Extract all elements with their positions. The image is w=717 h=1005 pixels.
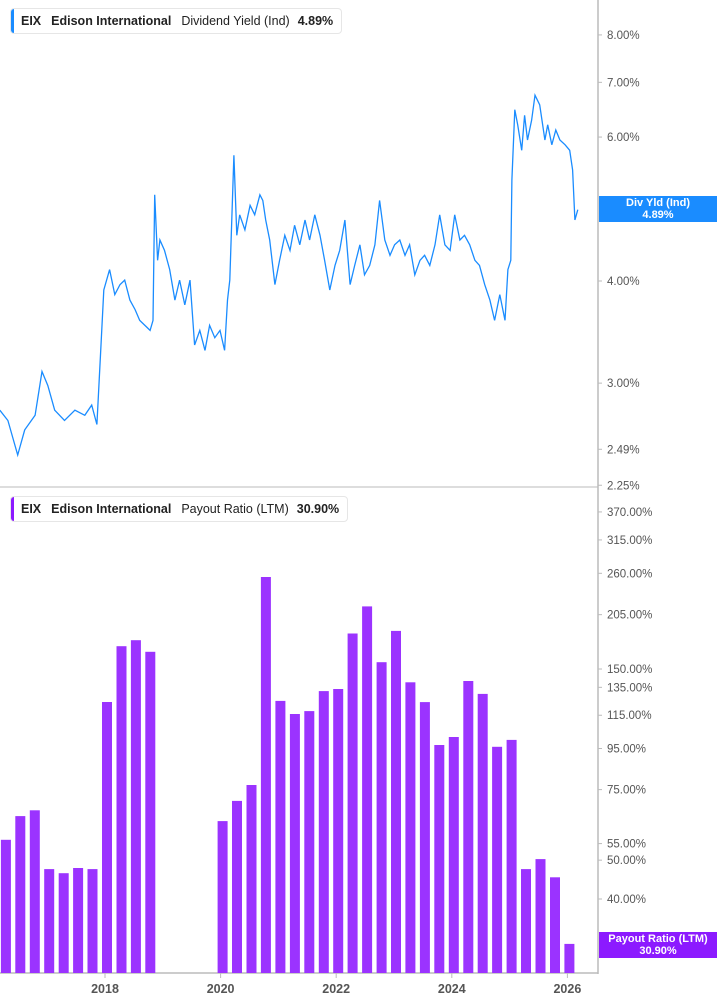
y-tick-label: 40.00% xyxy=(607,894,646,906)
x-tick-label: 2026 xyxy=(553,982,581,996)
payout-bar xyxy=(448,737,459,973)
y-tick-label: 115.00% xyxy=(607,710,652,722)
legend-color-marker xyxy=(11,497,14,521)
payout-bar xyxy=(232,800,242,973)
payout-bar xyxy=(318,691,329,973)
top-legend: EIX Edison International Dividend Yield … xyxy=(10,8,343,34)
payout-value-tag: Payout Ratio (LTM) 30.90% xyxy=(599,932,717,958)
dividend-yield-line xyxy=(0,92,579,458)
payout-tag-label: Payout Ratio (LTM) xyxy=(608,933,708,945)
legend-metric: Dividend Yield (Ind) xyxy=(181,14,290,28)
payout-bar xyxy=(217,821,228,973)
y-tick-label: 260.00% xyxy=(607,568,652,580)
y-tick-label: 2.49% xyxy=(607,444,640,456)
payout-bar xyxy=(58,873,69,973)
payout-bar xyxy=(521,869,531,973)
x-tick-label: 2018 xyxy=(91,982,119,996)
payout-bar xyxy=(102,702,112,973)
payout-bar xyxy=(391,630,401,973)
yield-value-tag: Div Yld (Ind) 4.89% xyxy=(599,196,717,222)
payout-bar xyxy=(535,859,546,973)
x-tick-label: 2020 xyxy=(207,982,235,996)
payout-bar xyxy=(492,746,503,973)
payout-bar xyxy=(434,745,445,973)
payout-bar xyxy=(130,640,141,973)
payout-bar xyxy=(73,868,84,973)
payout-bar xyxy=(0,839,11,973)
y-tick-label: 6.00% xyxy=(607,132,640,144)
payout-bar xyxy=(463,681,474,973)
payout-bar xyxy=(333,689,344,973)
payout-bar xyxy=(145,651,156,973)
payout-tag-value: 30.90% xyxy=(639,945,677,957)
legend-ticker: EIX xyxy=(21,14,42,28)
payout-bar xyxy=(15,816,26,973)
x-tick-label: 2024 xyxy=(438,982,466,996)
y-tick-label: 7.00% xyxy=(607,77,640,89)
y-tick-label: 315.00% xyxy=(607,535,652,547)
payout-bar xyxy=(362,606,373,973)
y-tick-label: 4.00% xyxy=(607,276,640,288)
payout-bar xyxy=(477,693,488,973)
yield-tag-label: Div Yld (Ind) xyxy=(626,197,690,209)
payout-bar xyxy=(87,869,98,973)
legend-color-marker xyxy=(11,9,14,33)
payout-bar xyxy=(550,877,560,973)
payout-bar xyxy=(347,633,358,973)
y-tick-label: 75.00% xyxy=(607,785,646,797)
payout-bar xyxy=(304,711,315,973)
payout-bar xyxy=(376,662,387,973)
y-tick-label: 3.00% xyxy=(607,378,640,390)
payout-bar xyxy=(116,646,127,973)
payout-bar xyxy=(44,869,55,973)
legend-value: 30.90% xyxy=(296,502,340,516)
legend-company: Edison International xyxy=(51,14,172,28)
payout-bar xyxy=(246,785,257,973)
y-tick-label: 2.25% xyxy=(607,480,640,492)
legend-ticker: EIX xyxy=(21,502,42,516)
yield-tag-value: 4.89% xyxy=(642,209,674,221)
payout-bar xyxy=(564,943,575,973)
payout-bar xyxy=(29,810,40,973)
y-tick-label: 50.00% xyxy=(607,855,646,867)
y-tick-label: 135.00% xyxy=(607,682,652,694)
legend-value: 4.89% xyxy=(297,14,334,28)
y-tick-label: 55.00% xyxy=(607,839,646,851)
legend-company: Edison International xyxy=(51,502,172,516)
payout-bar xyxy=(405,682,416,973)
x-tick-label: 2022 xyxy=(322,982,350,996)
payout-bar xyxy=(275,700,286,973)
y-tick-label: 205.00% xyxy=(607,610,652,622)
payout-bar xyxy=(289,714,300,973)
payout-bar xyxy=(419,702,430,973)
bottom-legend: EIX Edison International Payout Ratio (L… xyxy=(10,496,349,522)
y-tick-label: 8.00% xyxy=(607,30,640,42)
payout-bar xyxy=(260,577,271,973)
legend-metric: Payout Ratio (LTM) xyxy=(181,502,289,516)
payout-bar xyxy=(506,739,517,973)
y-tick-label: 150.00% xyxy=(607,664,652,676)
y-tick-label: 95.00% xyxy=(607,743,646,755)
y-tick-label: 370.00% xyxy=(607,507,652,519)
